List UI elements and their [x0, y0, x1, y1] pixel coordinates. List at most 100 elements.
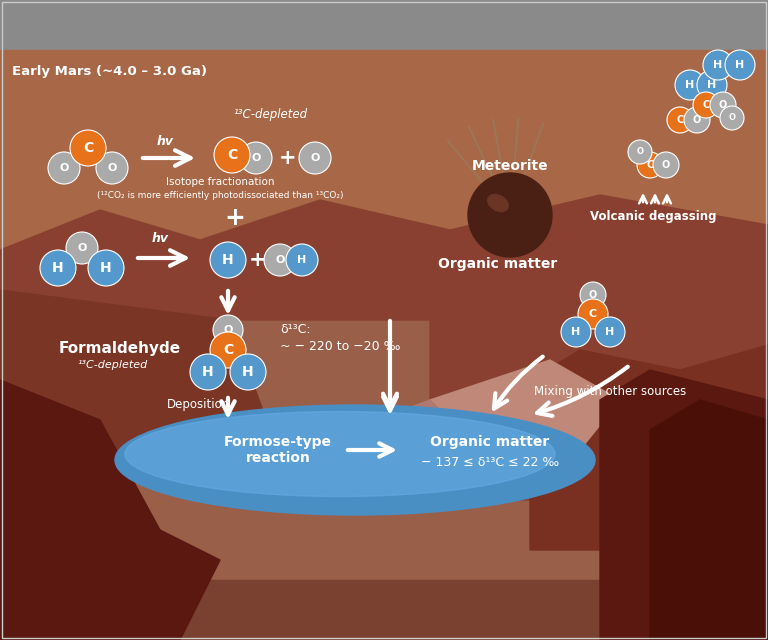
Circle shape	[468, 173, 552, 257]
Text: H: H	[736, 60, 745, 70]
Text: +: +	[280, 148, 296, 168]
Circle shape	[214, 137, 250, 173]
Text: Meteorite: Meteorite	[472, 159, 548, 173]
Circle shape	[628, 140, 652, 164]
Circle shape	[697, 70, 727, 100]
Text: Formaldehyde: Formaldehyde	[59, 340, 181, 355]
Circle shape	[264, 244, 296, 276]
Text: H: H	[571, 327, 581, 337]
Polygon shape	[650, 400, 768, 640]
Text: H: H	[52, 261, 64, 275]
Circle shape	[653, 152, 679, 178]
Text: H: H	[242, 365, 253, 379]
Circle shape	[190, 354, 226, 390]
Text: Mixing with other sources: Mixing with other sources	[534, 385, 686, 398]
Circle shape	[299, 142, 331, 174]
Circle shape	[210, 332, 246, 368]
Circle shape	[725, 50, 755, 80]
Text: O: O	[59, 163, 68, 173]
Text: Organic matter: Organic matter	[430, 435, 550, 449]
Text: C: C	[647, 160, 654, 170]
Polygon shape	[0, 50, 768, 310]
Circle shape	[40, 250, 76, 286]
Text: C: C	[589, 309, 597, 319]
Text: O: O	[275, 255, 285, 265]
Text: C: C	[677, 115, 684, 125]
Text: H: H	[202, 365, 214, 379]
Text: Isotope fractionation: Isotope fractionation	[166, 177, 274, 187]
Circle shape	[580, 282, 606, 308]
Text: +: +	[249, 250, 266, 270]
Text: Deposition: Deposition	[167, 398, 230, 411]
Circle shape	[96, 152, 128, 184]
Circle shape	[703, 50, 733, 80]
Text: H: H	[707, 80, 717, 90]
Text: H: H	[713, 60, 723, 70]
FancyArrowPatch shape	[383, 393, 397, 408]
Polygon shape	[430, 280, 768, 500]
Text: O: O	[589, 290, 598, 300]
Text: O: O	[729, 113, 736, 122]
Polygon shape	[0, 490, 220, 640]
Text: H: H	[222, 253, 233, 267]
Circle shape	[240, 142, 272, 174]
Circle shape	[66, 232, 98, 264]
Circle shape	[210, 242, 246, 278]
FancyArrowPatch shape	[383, 321, 397, 411]
Circle shape	[578, 299, 608, 329]
Text: O: O	[310, 153, 319, 163]
Text: H: H	[100, 261, 112, 275]
Text: hv: hv	[151, 232, 168, 245]
Text: ¹³C-depleted: ¹³C-depleted	[77, 360, 147, 370]
Circle shape	[675, 70, 705, 100]
Polygon shape	[0, 380, 160, 620]
Text: Organic matter: Organic matter	[439, 257, 558, 271]
Circle shape	[710, 92, 736, 118]
Text: O: O	[108, 163, 117, 173]
Text: − 137 ≤ δ¹³C ≤ 22 ‰: − 137 ≤ δ¹³C ≤ 22 ‰	[421, 456, 559, 468]
Ellipse shape	[488, 195, 508, 211]
Text: C: C	[703, 100, 710, 110]
Polygon shape	[530, 345, 768, 550]
Circle shape	[693, 92, 719, 118]
Circle shape	[213, 315, 243, 345]
Text: O: O	[223, 325, 233, 335]
Text: Volcanic degassing: Volcanic degassing	[590, 210, 717, 223]
Text: C: C	[83, 141, 93, 155]
Text: H: H	[605, 327, 614, 337]
Circle shape	[48, 152, 80, 184]
Ellipse shape	[125, 412, 555, 497]
Polygon shape	[330, 400, 480, 500]
Ellipse shape	[115, 405, 595, 515]
Text: C: C	[223, 343, 233, 357]
Text: ¹³C-depleted: ¹³C-depleted	[233, 108, 307, 121]
Text: O: O	[693, 115, 701, 125]
Circle shape	[230, 354, 266, 390]
Polygon shape	[430, 360, 620, 460]
Text: O: O	[78, 243, 87, 253]
Text: (¹²CO₂ is more efficiently photodissociated than ¹³CO₂): (¹²CO₂ is more efficiently photodissocia…	[97, 191, 343, 200]
Circle shape	[684, 107, 710, 133]
Polygon shape	[0, 580, 768, 640]
Circle shape	[595, 317, 625, 347]
Circle shape	[637, 152, 663, 178]
Circle shape	[70, 130, 106, 166]
Polygon shape	[600, 370, 768, 640]
Circle shape	[561, 317, 591, 347]
Text: Early Mars (~4.0 – 3.0 Ga): Early Mars (~4.0 – 3.0 Ga)	[12, 65, 207, 79]
Text: hv: hv	[157, 135, 174, 148]
Text: Formose-type
reaction: Formose-type reaction	[224, 435, 332, 465]
Text: ~ − 220 to −20 ‰: ~ − 220 to −20 ‰	[280, 340, 400, 353]
Text: +: +	[224, 206, 246, 230]
FancyArrowPatch shape	[494, 356, 543, 409]
Circle shape	[286, 244, 318, 276]
Text: O: O	[251, 153, 260, 163]
Polygon shape	[0, 195, 768, 320]
Text: O: O	[719, 100, 727, 110]
Text: C: C	[227, 148, 237, 162]
FancyArrowPatch shape	[537, 367, 627, 416]
Text: δ¹³C:: δ¹³C:	[280, 323, 310, 336]
Circle shape	[667, 107, 693, 133]
Text: H: H	[685, 80, 694, 90]
Bar	[0, 0, 768, 50]
